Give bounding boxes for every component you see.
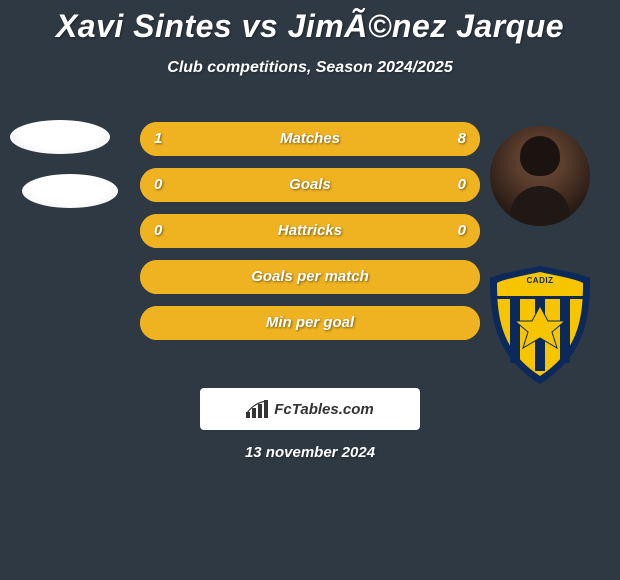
subtitle: Club competitions, Season 2024/2025: [0, 59, 620, 77]
stat-value-right: 8: [458, 122, 466, 156]
player1-club-placeholder: [22, 174, 118, 208]
stat-value-left: 1: [154, 122, 162, 156]
stat-value-right: 0: [458, 168, 466, 202]
source-logo-text: FcTables.com: [274, 401, 373, 418]
player2-avatar: [490, 126, 590, 226]
footer-date: 13 november 2024: [0, 444, 620, 461]
source-logo: FcTables.com: [200, 388, 420, 430]
stat-row: Matches1 8: [140, 122, 480, 156]
stat-row: Goals0 0: [140, 168, 480, 202]
stat-label: Hattricks: [140, 214, 480, 248]
compare-stats: Matches18Goals00Hattricks00Goals per mat…: [140, 122, 480, 352]
bar-chart-icon: [246, 400, 268, 418]
player1-avatar-placeholder: [10, 120, 110, 154]
badge-label: CADIZ: [480, 276, 600, 285]
stat-label: Goals: [140, 168, 480, 202]
stat-label: Matches: [140, 122, 480, 156]
stat-value-right: 0: [458, 214, 466, 248]
stat-row: Hattricks0 0: [140, 214, 480, 248]
stat-label: Goals per match: [140, 260, 480, 294]
player2-club-badge: CADIZ: [480, 258, 600, 388]
page-title: Xavi Sintes vs JimÃ©nez Jarque: [0, 0, 620, 45]
stat-row: Goals per match: [140, 260, 480, 294]
stat-row: Min per goal: [140, 306, 480, 340]
stat-label: Min per goal: [140, 306, 480, 340]
stat-value-left: 0: [154, 214, 162, 248]
stat-value-left: 0: [154, 168, 162, 202]
